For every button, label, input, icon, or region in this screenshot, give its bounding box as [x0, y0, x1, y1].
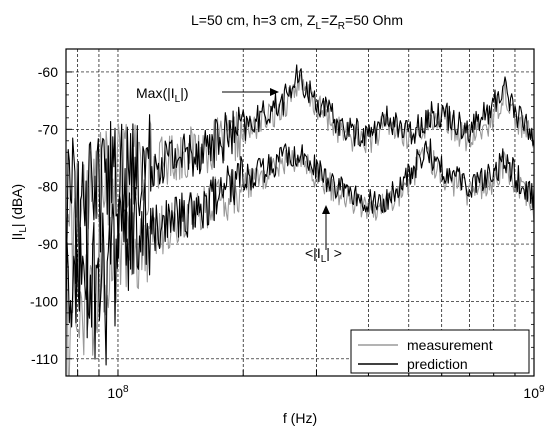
series-line-measurement-mean	[66, 140, 534, 376]
series-lines	[66, 64, 534, 376]
annotation-max: Max(|IL|)	[136, 85, 279, 105]
annotation-mean-label: <|IL| >	[305, 245, 342, 265]
y-tick-label: -80	[38, 179, 58, 195]
legend-box	[350, 329, 530, 374]
annotation-mean-arrowhead	[322, 205, 330, 214]
series-line-prediction-max	[66, 64, 534, 339]
annotation-max-label: Max(|IL|)	[136, 85, 189, 105]
y-axis-label: |IL| (dBA)	[9, 184, 29, 240]
annotation-max-arrowhead	[270, 88, 279, 96]
legend-label-prediction: prediction	[407, 356, 468, 372]
x-tick-label: 108	[107, 384, 129, 401]
y-tick-label: -70	[38, 121, 58, 137]
annotation-mean: <|IL| >	[305, 205, 342, 265]
series-line-prediction-mean	[66, 138, 534, 366]
legend-label-measurement: measurement	[407, 337, 493, 353]
y-tick-label: -90	[38, 236, 58, 252]
legend: measurement prediction	[350, 329, 530, 374]
plot-frame	[65, 48, 535, 377]
chart-title: L=50 cm, h=3 cm, ZL=ZR=50 Ohm	[191, 12, 403, 32]
x-axis-label: f (Hz)	[283, 410, 317, 426]
y-tick-label: -110	[31, 351, 58, 367]
y-tick-label: -100	[30, 293, 58, 309]
y-tick-label: -60	[38, 64, 58, 80]
x-tick-label: 109	[523, 384, 545, 401]
